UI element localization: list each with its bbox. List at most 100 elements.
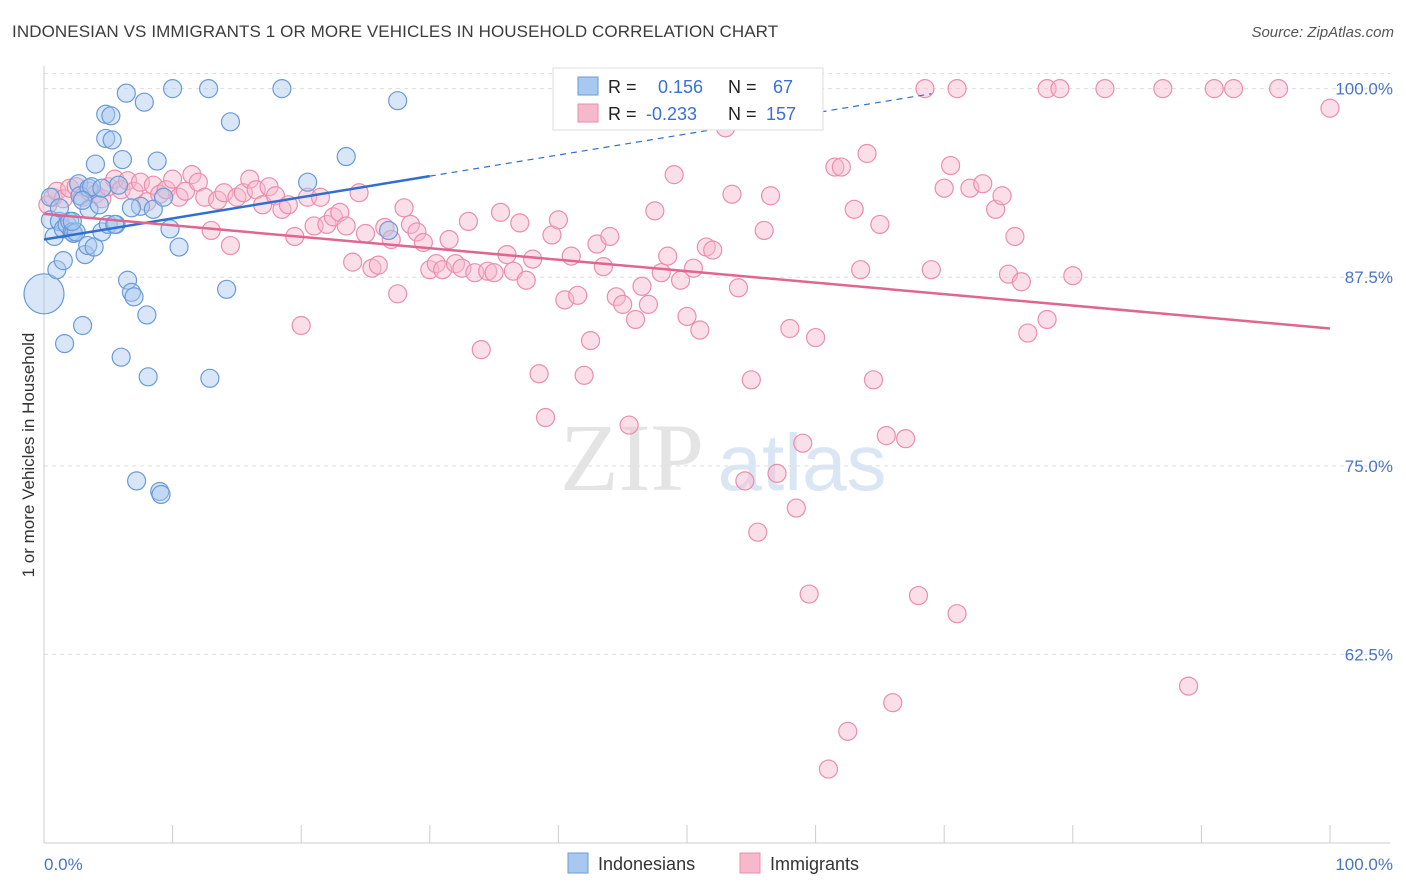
immigrants-point-152 [947,79,967,99]
immigrants-point-142 [1005,226,1025,247]
immigrants-point-138 [973,174,993,194]
indonesians-point-60 [388,91,408,111]
immigrants-point-89 [606,287,626,307]
immigrants-point-74 [510,213,530,233]
indonesians-point-39 [126,471,147,491]
indonesians-point-16 [72,315,93,336]
x-tick-label-min: 0.0% [44,855,83,874]
legend-immigrants-label: Immigrants [770,854,859,874]
immigrants-point-40 [291,315,311,336]
immigrants-point-97 [658,246,678,266]
immigrants-point-155 [1095,79,1115,99]
indonesians-point-57 [298,172,318,192]
immigrants-point-137 [960,178,980,198]
indonesians-point-47 [151,484,171,505]
immigrants-point-150 [1268,79,1289,99]
immigrants-point-109 [741,370,761,390]
immigrants-point-98 [664,165,684,185]
indonesians-point-65 [105,214,125,235]
immigrants-point-104 [703,240,723,260]
immigrants-point-126 [863,370,884,390]
immigrants-point-134 [934,178,954,198]
chart-title: INDONESIAN VS IMMIGRANTS 1 OR MORE VEHIC… [12,22,779,41]
indonesians-point-52 [199,79,219,99]
watermark-zip: ZIP [560,404,704,511]
watermark-atlas: atlas [718,418,887,507]
immigrants-point-56 [394,198,414,218]
indonesians-point-48 [153,187,174,207]
immigrants-point-118 [805,327,826,348]
indonesians-point-64 [49,198,70,218]
indonesians-point-38 [124,287,144,307]
immigrants-point-85 [580,330,601,351]
immigrants-point-52 [368,255,388,275]
y-tick-label-1: 75.0% [1345,457,1393,476]
immigrants-point-110 [748,522,768,542]
immigrants-point-135 [941,155,961,176]
indonesians-point-54 [217,279,237,299]
immigrants-point-107 [728,278,749,298]
indonesians-point-35 [116,83,136,103]
immigrants-point-43 [310,187,331,207]
indonesians-point-8 [54,334,75,354]
stats-pink-r-value: -0.233 [646,104,697,124]
immigrants-point-111 [754,220,774,241]
immigrants-point-44 [317,214,337,235]
immigrants-point-23 [182,165,202,185]
immigrants-point-113 [767,463,787,483]
immigrants-point-96 [651,263,671,283]
y-axis-title: 1 or more Vehicles in Household [19,333,38,578]
immigrants-point-92 [625,309,646,330]
indonesians-point-43 [138,367,158,387]
trend-lines [43,93,1331,330]
stats-pink-swatch [577,103,599,123]
indonesians-point-36 [117,270,138,290]
indonesians-trend-line [43,174,431,241]
indonesians-point-41 [134,92,154,112]
immigrants-point-151 [1320,98,1340,118]
immigrants-point-115 [786,498,806,518]
stats-blue-r-value: 0.156 [658,77,703,97]
immigrants-point-88 [600,226,620,247]
immigrants-point-102 [690,320,710,340]
immigrants-point-122 [838,721,858,741]
immigrants-point-80 [548,210,569,230]
stats-blue-swatch [577,76,599,96]
immigrants-point-20 [163,169,183,189]
indonesians-point-55 [220,112,241,132]
immigrants-point-55 [388,284,408,304]
immigrants-point-136 [947,604,967,624]
immigrants-point-95 [645,201,665,221]
indonesians-point-42 [137,305,157,325]
immigrants-point-144 [1018,323,1038,343]
indonesians-point-26 [96,128,116,149]
immigrants-point-93 [632,276,652,296]
immigrants-point-116 [793,433,813,453]
immigrants-point-156 [1223,79,1244,99]
indonesians-point-53 [200,368,220,388]
immigrants-point-149 [1204,79,1224,99]
indonesians-point-33 [111,347,131,367]
immigrants-point-128 [876,426,896,446]
immigrants-point-130 [896,429,916,449]
y-tick-label-3: 100.0% [1335,80,1393,99]
immigrants-point-57 [400,214,421,235]
immigrants-point-91 [619,415,639,435]
immigrants-point-70 [484,263,504,283]
watermark: ZIP atlas [560,404,886,511]
y-tick-label-0: 62.5% [1345,645,1393,664]
stats-blue-n-label: N = [728,77,757,97]
immigrants-point-131 [908,585,929,606]
immigrants-point-29 [220,235,241,256]
immigrants-point-28 [214,183,234,203]
legend: Indonesians Immigrants [567,852,859,874]
immigrants-point-83 [568,285,588,305]
immigrants-point-123 [844,199,864,219]
immigrants-point-124 [851,260,871,280]
immigrants-point-125 [857,143,877,164]
indonesians-point-22 [84,237,104,257]
immigrants-point-132 [915,79,935,99]
indonesians-trend-extension [429,93,932,177]
immigrants-point-69 [478,261,498,281]
immigrants-point-32 [240,169,260,189]
